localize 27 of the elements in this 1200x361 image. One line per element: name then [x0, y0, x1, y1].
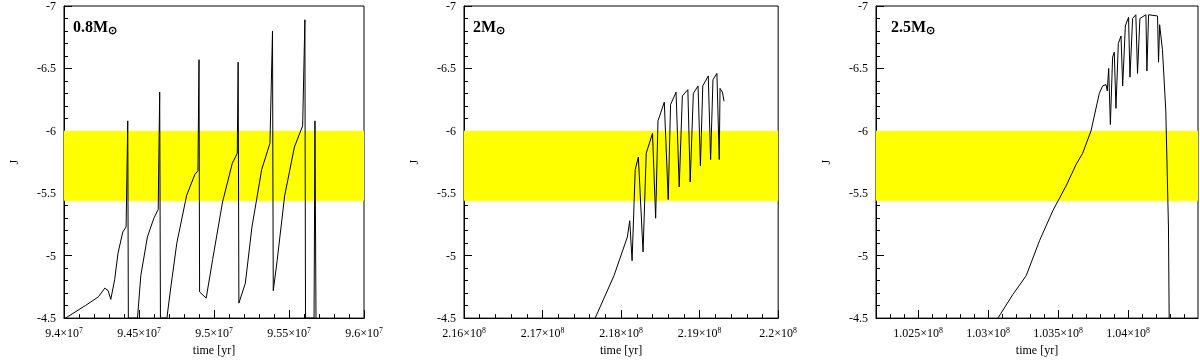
y-tick-label: -5	[46, 248, 56, 263]
y-tick-label: -6.5	[849, 61, 868, 76]
y-tick-label: -7	[446, 0, 456, 13]
y-tick-label: -6.5	[437, 61, 456, 76]
y-tick-label: -4.5	[437, 311, 456, 326]
y-tick-label: -5	[858, 248, 868, 263]
y-tick-label: -5	[446, 248, 456, 263]
y-tick-label: -6	[46, 123, 56, 138]
y-tick-label: -5.5	[437, 186, 456, 201]
y-axis-title: J	[819, 159, 833, 165]
y-tick-label: -7	[46, 0, 56, 13]
text: 0.8M⊙	[73, 17, 118, 36]
y-axis-title: J	[407, 159, 421, 165]
x-axis-title: time [yr]	[599, 343, 643, 357]
x-axis-title: time [yr]	[192, 343, 236, 357]
y-tick-label: -6	[858, 123, 868, 138]
x-axis-title: time [yr]	[1015, 343, 1059, 357]
y-tick-label: -7	[858, 0, 868, 13]
y-tick-label: -5.5	[849, 186, 868, 201]
text: 2M⊙	[473, 17, 506, 36]
y-tick-label: -6.5	[37, 61, 56, 76]
y-tick-label: -4.5	[849, 311, 868, 326]
y-tick-label: -4.5	[37, 311, 56, 326]
y-axis-title: J	[7, 159, 21, 165]
text: 2.5M⊙	[891, 17, 936, 36]
y-tick-label: -5.5	[37, 186, 56, 201]
y-tick-label: -6	[446, 123, 456, 138]
